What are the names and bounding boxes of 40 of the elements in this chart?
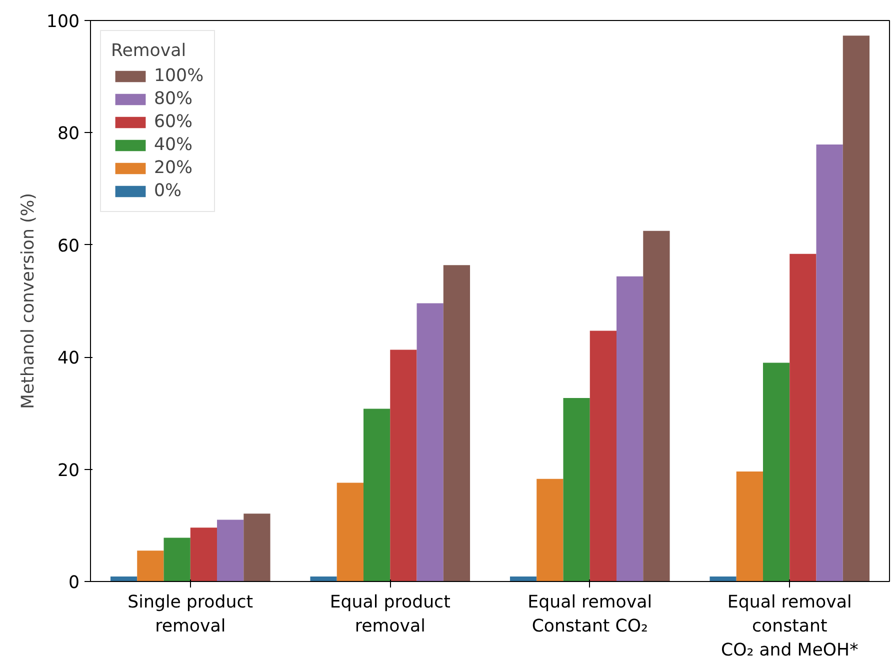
y-tick-label: 100 (46, 12, 80, 32)
bar (536, 478, 564, 582)
y-axis-title: Methanol conversion (%) (18, 193, 38, 409)
y-tick-label: 0 (68, 573, 80, 593)
y-tick-label: 80 (57, 124, 80, 144)
bar (710, 576, 736, 582)
x-tick-label: Equal removal constant CO₂ and MeOH* (721, 592, 859, 660)
bar (790, 254, 816, 582)
bar (590, 330, 617, 582)
legend-title: Removal (111, 41, 188, 61)
y-tick-label: 40 (57, 348, 80, 369)
bar (816, 144, 843, 582)
bar (616, 276, 644, 582)
bar (643, 230, 670, 582)
bar (336, 482, 364, 582)
y-tick-label: 20 (57, 460, 80, 481)
bar (164, 538, 190, 582)
bar (310, 576, 337, 582)
legend-label: 60% (154, 112, 193, 132)
bar (762, 362, 790, 582)
bar (563, 398, 590, 582)
bar (416, 303, 444, 582)
legend-label: 0% (154, 181, 182, 201)
legend-label: 40% (154, 135, 193, 155)
bar (217, 520, 244, 582)
bar (190, 528, 218, 582)
legend-label: 100% (154, 66, 204, 86)
legend-label: 80% (154, 89, 193, 109)
bar (842, 36, 870, 582)
bar (736, 472, 763, 582)
bar (137, 550, 164, 582)
bar (363, 408, 390, 582)
bar (390, 350, 417, 582)
y-tick-label: 60 (57, 236, 80, 256)
x-tick-label: Single product removal (128, 592, 254, 636)
legend-label: 20% (154, 158, 193, 178)
x-tick-label: Equal product removal (330, 592, 451, 636)
bar (244, 514, 270, 582)
x-tick-label: Equal removal Constant CO₂ (528, 592, 652, 636)
bar (443, 265, 470, 582)
